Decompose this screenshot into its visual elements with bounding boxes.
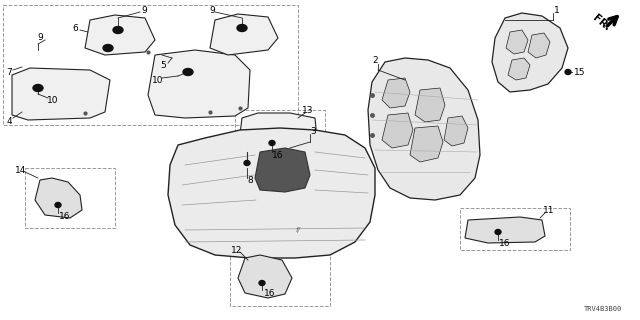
- Text: 9: 9: [141, 5, 147, 14]
- Text: 4: 4: [6, 116, 12, 125]
- Text: 11: 11: [543, 205, 555, 214]
- Ellipse shape: [244, 161, 250, 165]
- Text: 13: 13: [302, 106, 314, 115]
- Text: 10: 10: [47, 95, 59, 105]
- Text: 9: 9: [209, 5, 215, 14]
- Polygon shape: [444, 116, 468, 146]
- Text: 15: 15: [574, 68, 586, 76]
- Ellipse shape: [495, 229, 501, 235]
- Text: TRV4B3B00: TRV4B3B00: [584, 306, 622, 312]
- Text: FR.: FR.: [590, 13, 612, 33]
- Ellipse shape: [237, 25, 247, 31]
- Text: 7: 7: [6, 68, 12, 76]
- Polygon shape: [508, 58, 530, 80]
- Polygon shape: [382, 78, 410, 108]
- Bar: [460, 208, 570, 250]
- Ellipse shape: [55, 203, 61, 207]
- Text: 3: 3: [310, 126, 316, 135]
- Ellipse shape: [113, 27, 123, 34]
- Bar: [25, 168, 115, 228]
- Bar: [235, 110, 325, 160]
- Text: 16: 16: [499, 238, 511, 247]
- Polygon shape: [465, 217, 545, 243]
- Polygon shape: [85, 15, 155, 55]
- Polygon shape: [35, 178, 82, 218]
- Ellipse shape: [183, 68, 193, 76]
- Polygon shape: [238, 113, 318, 158]
- Ellipse shape: [33, 84, 43, 92]
- Polygon shape: [415, 88, 445, 122]
- Polygon shape: [492, 13, 568, 92]
- Text: f/: f/: [296, 227, 300, 233]
- Polygon shape: [168, 128, 375, 258]
- Ellipse shape: [259, 281, 265, 285]
- Polygon shape: [210, 14, 278, 55]
- Polygon shape: [12, 68, 110, 120]
- Ellipse shape: [269, 140, 275, 146]
- Polygon shape: [148, 50, 250, 118]
- Text: 16: 16: [264, 290, 276, 299]
- Text: 5: 5: [160, 60, 166, 69]
- Polygon shape: [528, 33, 550, 58]
- Text: 10: 10: [152, 76, 164, 84]
- Text: 6: 6: [72, 23, 78, 33]
- Text: 8: 8: [247, 175, 253, 185]
- Text: 14: 14: [15, 165, 27, 174]
- Text: 9: 9: [37, 33, 43, 42]
- Ellipse shape: [565, 69, 571, 75]
- Polygon shape: [382, 113, 413, 148]
- Text: 16: 16: [272, 150, 284, 159]
- Bar: [230, 248, 330, 306]
- Polygon shape: [255, 148, 310, 192]
- Text: 12: 12: [231, 245, 243, 254]
- Polygon shape: [238, 255, 292, 298]
- Polygon shape: [506, 30, 528, 54]
- Text: 2: 2: [372, 55, 378, 65]
- Bar: [3, 5, 298, 125]
- Text: 16: 16: [60, 212, 71, 220]
- Text: 1: 1: [554, 5, 560, 14]
- Ellipse shape: [103, 44, 113, 52]
- Polygon shape: [368, 58, 480, 200]
- Polygon shape: [410, 126, 443, 162]
